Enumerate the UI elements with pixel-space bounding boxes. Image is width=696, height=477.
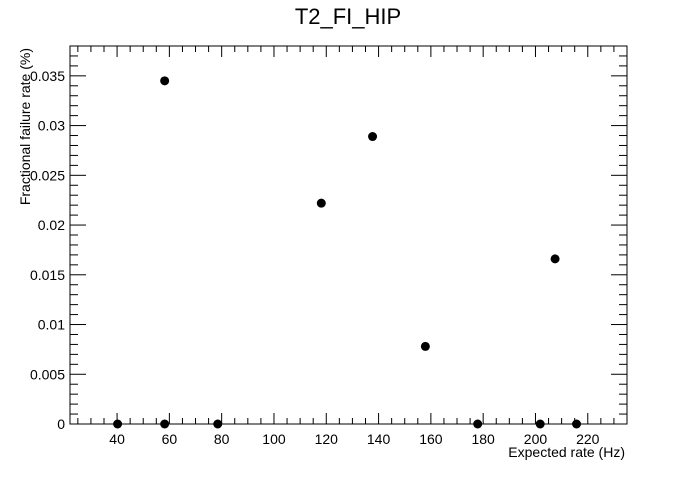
data-point [113, 419, 123, 429]
y-tick-label: 0.03 [38, 118, 65, 134]
x-axis-title: Expected rate (Hz) [508, 444, 625, 460]
y-tick-label: 0.025 [30, 167, 65, 183]
x-tick-label: 160 [419, 431, 443, 447]
data-point [535, 419, 545, 429]
y-tick-label: 0 [57, 416, 65, 432]
y-tick-label: 0.015 [30, 267, 65, 283]
x-tick-label: 200 [524, 431, 548, 447]
data-point [160, 419, 170, 429]
x-tick-label: 60 [162, 431, 178, 447]
data-point [160, 76, 170, 86]
data-points [113, 76, 582, 429]
x-tick-label: 40 [109, 431, 125, 447]
data-point [572, 419, 582, 429]
y-tick-label: 0.035 [30, 68, 65, 84]
data-point [473, 419, 483, 429]
y-axis: 0 0.005 0.01 0.015 0.02 0.025 0.03 0.035 [30, 45, 627, 432]
data-point [420, 341, 430, 351]
x-tick-label: 180 [471, 431, 495, 447]
data-point [316, 198, 326, 208]
x-tick-label: 100 [262, 431, 286, 447]
x-tick-label: 220 [576, 431, 600, 447]
x-axis: 40 60 80 100 120 140 160 180 200 220 [77, 46, 628, 447]
y-axis-title: Fractional failure rate (%) [17, 48, 33, 205]
y-tick-label: 0.02 [38, 217, 65, 233]
plot-frame [69, 45, 628, 425]
chart-title: T2_FI_HIP [295, 4, 401, 29]
data-point [368, 132, 378, 142]
y-tick-label: 0.01 [38, 317, 65, 333]
x-tick-label: 120 [315, 431, 339, 447]
y-tick-label: 0.005 [30, 366, 65, 382]
x-tick-label: 140 [367, 431, 391, 447]
data-point [550, 254, 560, 264]
x-tick-label: 80 [214, 431, 230, 447]
data-point [213, 419, 223, 429]
